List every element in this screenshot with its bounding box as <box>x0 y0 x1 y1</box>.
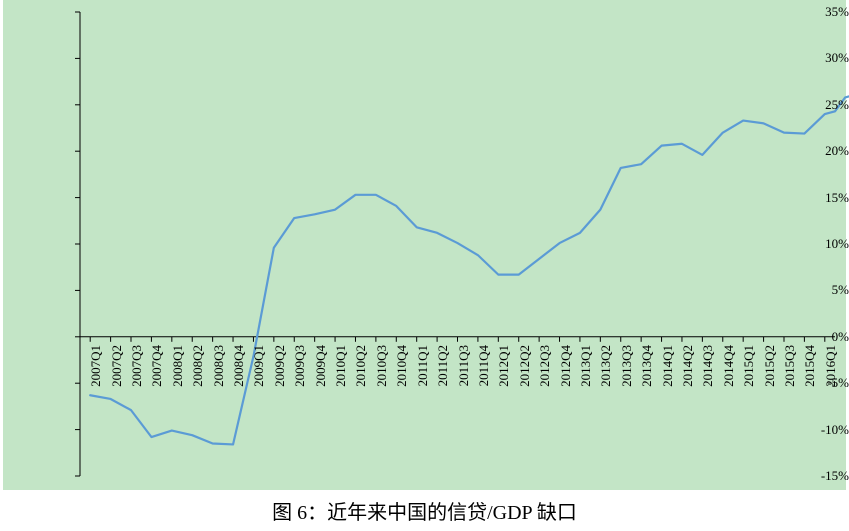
y-tick-label: -15% <box>780 468 849 484</box>
x-tick-label: 2015Q2 <box>762 345 778 387</box>
x-tick-label: 2016Q1 <box>823 345 839 387</box>
y-tick-label: 35% <box>780 4 849 20</box>
x-tick-label: 2014Q1 <box>660 345 676 387</box>
y-tick-label: 25% <box>780 97 849 113</box>
x-tick-label: 2012Q2 <box>517 345 533 387</box>
x-tick-label: 2011Q2 <box>435 345 451 386</box>
x-tick-label: 2015Q4 <box>802 345 818 387</box>
y-tick-label: 10% <box>780 236 849 252</box>
x-tick-label: 2011Q3 <box>456 345 472 386</box>
y-tick-label: 30% <box>780 50 849 66</box>
y-tick-label: 0% <box>780 329 849 345</box>
x-tick-label: 2008Q4 <box>231 345 247 387</box>
x-tick-label: 2010Q4 <box>394 345 410 387</box>
x-tick-label: 2007Q3 <box>129 345 145 387</box>
x-tick-label: 2011Q4 <box>476 345 492 386</box>
x-tick-label: 2010Q2 <box>353 345 369 387</box>
x-tick-label: 2014Q3 <box>700 345 716 387</box>
x-tick-label: 2014Q2 <box>680 345 696 387</box>
x-tick-label: 2009Q2 <box>272 345 288 387</box>
x-tick-label: 2014Q4 <box>721 345 737 387</box>
x-tick-label: 2015Q1 <box>741 345 757 387</box>
chart-caption: 图 6：近年来中国的信贷/GDP 缺口 <box>0 490 849 525</box>
x-tick-label: 2009Q4 <box>313 345 329 387</box>
x-tick-label: 2013Q2 <box>598 345 614 387</box>
y-tick-label: -10% <box>780 422 849 438</box>
x-tick-label: 2012Q1 <box>496 345 512 387</box>
x-tick-label: 2009Q1 <box>251 345 267 387</box>
x-tick-label: 2008Q2 <box>190 345 206 387</box>
y-tick-label: 15% <box>780 190 849 206</box>
x-tick-label: 2008Q1 <box>170 345 186 387</box>
x-tick-label: 2013Q4 <box>639 345 655 387</box>
x-tick-label: 2013Q1 <box>578 345 594 387</box>
x-tick-label: 2007Q2 <box>109 345 125 387</box>
x-tick-label: 2009Q3 <box>292 345 308 387</box>
x-tick-label: 2007Q1 <box>88 345 104 387</box>
x-tick-label: 2008Q3 <box>211 345 227 387</box>
x-tick-label: 2012Q3 <box>537 345 553 387</box>
x-tick-label: 2012Q4 <box>558 345 574 387</box>
x-tick-label: 2010Q3 <box>374 345 390 387</box>
line-chart <box>0 0 849 490</box>
x-tick-label: 2013Q3 <box>619 345 635 387</box>
chart-container: -15%-10%-5%0%5%10%15%20%25%30%35% 2007Q1… <box>0 0 849 490</box>
x-tick-label: 2011Q1 <box>415 345 431 386</box>
x-tick-label: 2010Q1 <box>333 345 349 387</box>
x-tick-label: 2015Q3 <box>782 345 798 387</box>
y-tick-label: 20% <box>780 143 849 159</box>
y-tick-label: 5% <box>780 282 849 298</box>
x-tick-label: 2007Q4 <box>149 345 165 387</box>
